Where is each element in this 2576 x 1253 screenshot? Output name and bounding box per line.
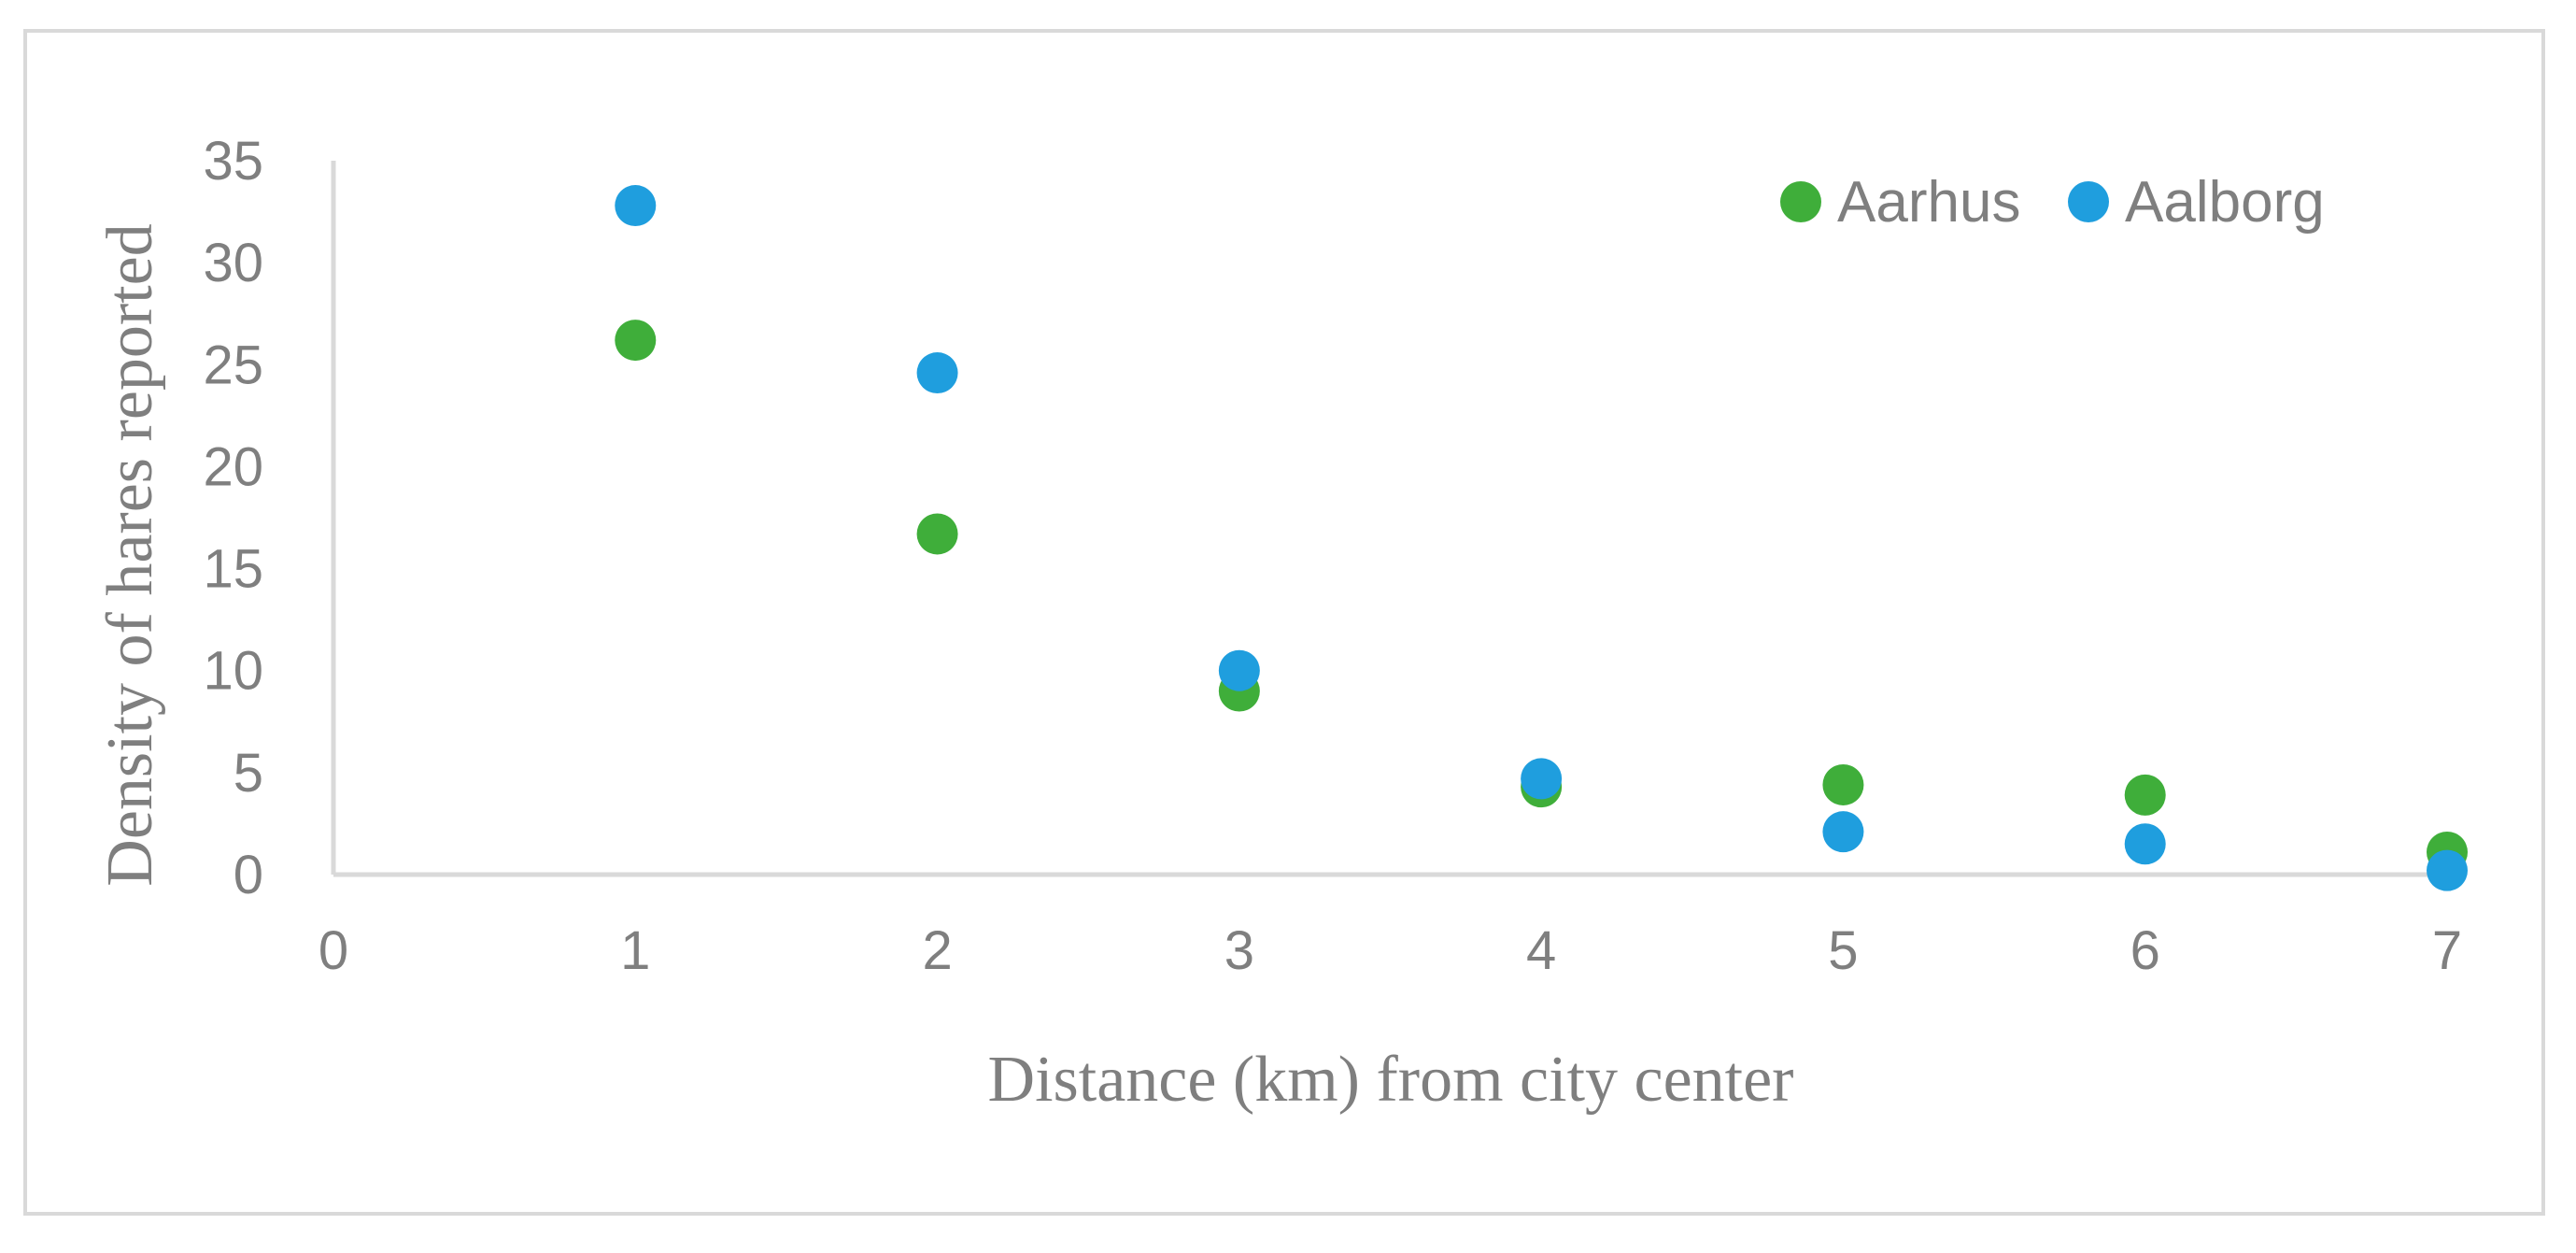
y-tick-label: 15 [203,539,263,600]
x-tick-label: 4 [1526,920,1556,981]
point-aalborg [1822,811,1864,853]
x-tick-label: 0 [318,920,348,981]
x-tick-labels: 0 1 2 3 4 5 6 7 [318,920,2462,981]
y-tick-label: 10 [203,641,263,702]
point-aalborg [2124,823,2166,865]
x-tick-label: 3 [1224,920,1254,981]
chart-frame [23,29,2545,1216]
x-tick-label: 6 [2130,920,2160,981]
point-aalborg [2427,849,2468,891]
point-aalborg [916,352,958,394]
x-tick-label: 2 [922,920,952,981]
legend-marker-aarhus [1780,181,1821,222]
legend-label-aalborg: Aalborg [2125,170,2325,235]
x-tick-label: 7 [2432,920,2462,981]
point-aarhus [916,513,958,555]
point-aalborg [615,185,657,227]
y-tick-label: 0 [234,845,263,905]
point-aarhus [2124,774,2166,816]
point-aalborg [1521,758,1563,800]
x-axis-title: Distance (km) from city center [988,1044,1794,1116]
x-tick-label: 1 [620,920,650,981]
y-tick-label: 20 [203,436,263,497]
y-axis-title: Density of hares reported [94,223,166,886]
point-aarhus [1822,763,1864,805]
point-aalborg [1218,649,1260,691]
x-tick-label: 5 [1828,920,1858,981]
y-tick-labels: 0 5 10 15 20 25 30 35 [203,131,263,905]
y-tick-label: 5 [234,743,263,804]
y-tick-label: 25 [203,335,263,395]
data-points [615,185,2468,891]
legend-marker-aalborg [2068,181,2109,222]
point-aarhus [615,320,657,362]
y-tick-label: 35 [203,131,263,192]
y-tick-label: 30 [203,233,263,293]
legend-label-aarhus: Aarhus [1837,170,2020,235]
legend: Aarhus Aalborg [1780,170,2325,235]
